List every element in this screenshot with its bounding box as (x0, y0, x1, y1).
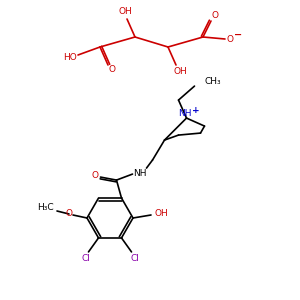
Text: O: O (109, 64, 116, 74)
Text: −: − (234, 30, 242, 40)
Text: O: O (212, 11, 218, 20)
Text: NH: NH (133, 169, 146, 178)
Text: Cl: Cl (81, 254, 90, 263)
Text: O: O (92, 171, 99, 180)
Text: +: + (192, 106, 199, 115)
Text: CH₃: CH₃ (205, 76, 221, 85)
Text: HO: HO (63, 52, 77, 62)
Text: H₃C: H₃C (37, 203, 53, 212)
Text: OH: OH (118, 7, 132, 16)
Text: O: O (65, 209, 73, 218)
Text: Cl: Cl (130, 254, 139, 263)
Text: OH: OH (173, 68, 187, 76)
Text: OH: OH (154, 209, 168, 218)
Text: NH: NH (178, 109, 191, 118)
Text: O: O (226, 34, 233, 43)
